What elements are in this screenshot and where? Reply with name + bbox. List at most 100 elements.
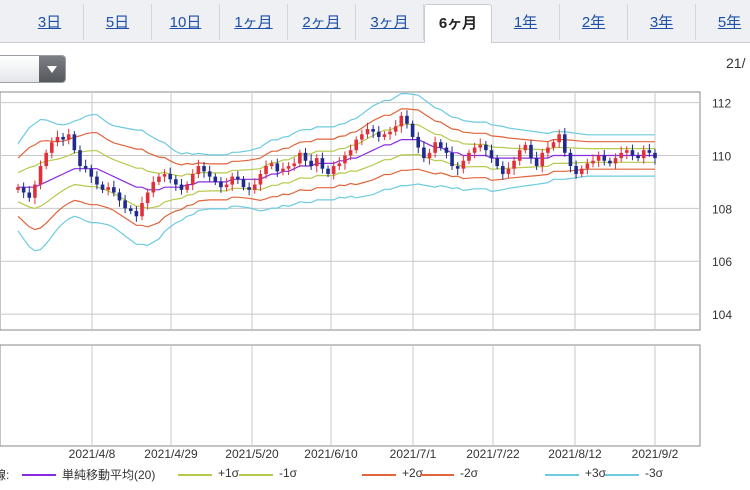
- band-minus1sigma-line: [17, 153, 655, 210]
- candle-body: [168, 173, 173, 180]
- candle-body: [196, 166, 201, 174]
- band-plus3sigma-line: [17, 93, 655, 156]
- legend-swatch: [362, 474, 396, 476]
- candle-body: [219, 181, 223, 188]
- candle-body: [236, 176, 240, 180]
- x-tick-label: 2021/9/2: [632, 447, 679, 461]
- candle-body: [27, 192, 32, 198]
- candle-body: [174, 179, 178, 185]
- legend-label: -3σ: [645, 466, 664, 480]
- tab-2[interactable]: 10日: [152, 4, 220, 40]
- candle-body: [416, 136, 421, 148]
- candle-body: [309, 160, 313, 167]
- candle-body: [422, 147, 426, 159]
- candle-body: [320, 158, 325, 169]
- candle-body: [444, 147, 449, 153]
- candle-body: [489, 150, 494, 159]
- candle-body: [613, 158, 618, 164]
- candle-body: [625, 150, 629, 153]
- candle-body: [568, 152, 573, 167]
- y-tick-label: 108: [712, 202, 732, 216]
- candle-body: [190, 173, 195, 185]
- candle-body: [151, 181, 156, 193]
- candle-body: [596, 155, 601, 161]
- candle-body: [140, 203, 144, 217]
- tab-1[interactable]: 5日: [84, 4, 152, 40]
- tab-4[interactable]: 2ヶ月: [288, 4, 356, 40]
- x-tick-label: 2021/8/12: [548, 447, 602, 461]
- candle-body: [202, 166, 206, 172]
- candle-body: [326, 168, 330, 174]
- candle-body: [551, 142, 556, 148]
- legend-swatch: [22, 474, 56, 476]
- candle-body: [83, 166, 88, 169]
- legend-prefix: 線:: [0, 468, 10, 482]
- candle-body: [546, 147, 550, 153]
- candle-body: [123, 200, 127, 209]
- legend-label: -1σ: [279, 466, 298, 480]
- tab-6[interactable]: 6ヶ月: [424, 4, 492, 43]
- candle-body: [557, 134, 561, 143]
- candle-body: [298, 152, 302, 164]
- candle-body: [247, 187, 251, 190]
- candle-body: [602, 155, 607, 161]
- tab-10[interactable]: 5年: [696, 4, 750, 40]
- candle-body: [365, 129, 370, 135]
- candle-body: [241, 179, 246, 188]
- candle-body: [371, 129, 375, 132]
- candle-body: [478, 144, 483, 148]
- candle-body: [348, 150, 353, 156]
- candle-body: [337, 163, 342, 167]
- candle-body: [433, 142, 437, 153]
- candle-body: [38, 166, 43, 185]
- candle-body: [574, 166, 578, 174]
- legend-label: +2σ: [402, 466, 424, 480]
- x-tick-label: 2021/4/8: [69, 447, 116, 461]
- candle-body: [50, 142, 54, 153]
- candle-body: [179, 184, 184, 190]
- candle-body: [534, 158, 539, 167]
- candle-body: [388, 131, 392, 135]
- candle-body: [405, 115, 409, 124]
- candle-body: [399, 115, 404, 127]
- candle-body: [619, 152, 623, 159]
- candle-body: [303, 152, 308, 161]
- tab-0[interactable]: 3日: [16, 4, 84, 40]
- chart-settings-dropdown[interactable]: [0, 55, 66, 83]
- candle-body: [653, 152, 657, 159]
- candle-body: [608, 160, 612, 164]
- candle-body: [500, 166, 505, 174]
- candle-body: [78, 150, 82, 167]
- candle-body: [21, 187, 26, 193]
- period-tab-bar: 3日 5日 10日 1ヶ月 2ヶ月 3ヶ月 6ヶ月 1年 2年 3年 5年: [0, 0, 750, 43]
- candle-body: [591, 160, 595, 164]
- candle-body: [213, 176, 218, 182]
- tab-7[interactable]: 1年: [492, 4, 560, 40]
- legend-swatch: [239, 474, 273, 476]
- legend-swatch: [605, 474, 639, 476]
- x-tick-label: 2021/4/29: [144, 447, 198, 461]
- tab-5[interactable]: 3ヶ月: [356, 4, 424, 40]
- candle-body: [275, 163, 280, 172]
- candle-body: [230, 176, 235, 185]
- tab-8[interactable]: 2年: [560, 4, 628, 40]
- tab-3[interactable]: 1ヶ月: [220, 4, 288, 40]
- candle-body: [393, 126, 398, 132]
- candle-body: [585, 163, 590, 169]
- legend-label: -2σ: [460, 466, 479, 480]
- candle-body: [292, 163, 297, 167]
- candle-body: [157, 176, 161, 182]
- candle-body: [495, 158, 499, 167]
- candle-body: [630, 150, 635, 156]
- candle-body: [128, 208, 133, 211]
- tab-9[interactable]: 3年: [628, 4, 696, 40]
- legend-swatch: [420, 474, 454, 476]
- candle-body: [66, 134, 71, 140]
- chevron-down-icon[interactable]: [39, 56, 65, 82]
- legend-label: 単純移動平均(20): [62, 468, 156, 482]
- x-tick-label: 2021/7/1: [390, 447, 437, 461]
- candle-body: [563, 134, 567, 153]
- x-tick-label: 2021/5/20: [225, 447, 279, 461]
- candle-body: [354, 139, 359, 151]
- candle-body: [33, 184, 37, 198]
